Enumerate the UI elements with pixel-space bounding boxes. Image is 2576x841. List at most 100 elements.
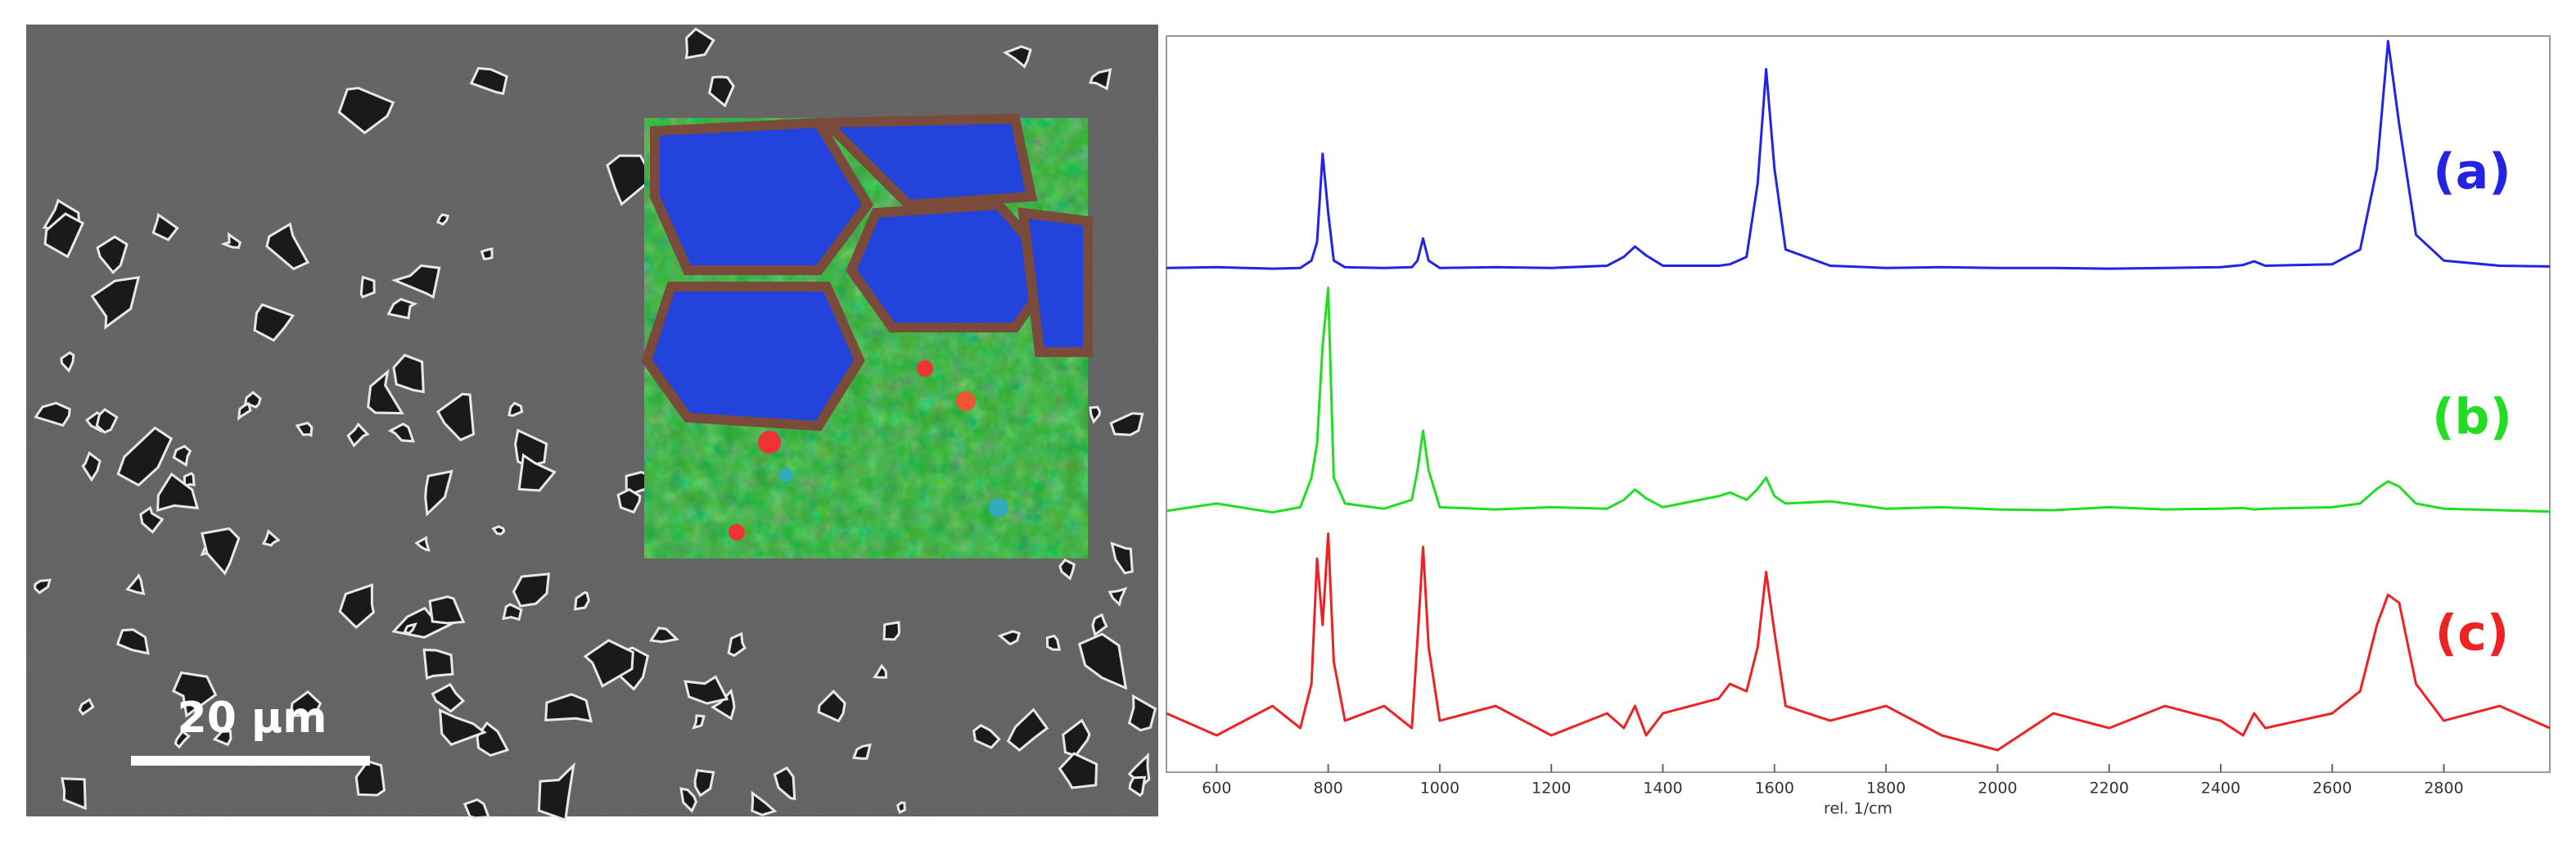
pore bbox=[480, 247, 494, 260]
pore bbox=[1108, 586, 1128, 607]
pore bbox=[711, 688, 736, 721]
pore bbox=[424, 469, 453, 517]
pore bbox=[873, 663, 888, 679]
pore bbox=[386, 297, 418, 320]
pore bbox=[414, 536, 431, 552]
pore bbox=[896, 801, 906, 815]
pore bbox=[648, 626, 679, 644]
pore bbox=[337, 86, 395, 135]
pore bbox=[573, 590, 590, 611]
pore bbox=[428, 595, 466, 625]
pore bbox=[1077, 632, 1128, 690]
pore bbox=[727, 631, 747, 658]
pore bbox=[817, 690, 846, 723]
pore bbox=[81, 450, 102, 482]
series-label: (c) bbox=[2435, 605, 2509, 662]
spectrum-line bbox=[1166, 39, 2551, 270]
pore bbox=[172, 445, 192, 468]
x-tick-label: 2600 bbox=[2312, 780, 2352, 798]
pore bbox=[491, 525, 506, 536]
x-tick-label: 1000 bbox=[1420, 780, 1459, 798]
pore bbox=[220, 232, 242, 249]
pore bbox=[346, 422, 370, 448]
pore bbox=[537, 762, 575, 822]
pore bbox=[237, 401, 252, 421]
pore bbox=[261, 529, 281, 547]
pore bbox=[972, 724, 1001, 749]
pore bbox=[151, 212, 179, 242]
pore bbox=[115, 628, 150, 655]
pore bbox=[253, 303, 295, 342]
pore bbox=[1089, 405, 1102, 424]
pore bbox=[693, 769, 715, 798]
pore bbox=[387, 422, 415, 443]
pore bbox=[201, 527, 241, 576]
x-axis-label: rel. 1/cm bbox=[1824, 800, 1893, 818]
pore bbox=[1045, 634, 1062, 651]
pore bbox=[606, 154, 655, 206]
x-tick-label: 1400 bbox=[1643, 780, 1682, 798]
pore bbox=[1091, 613, 1108, 637]
pore bbox=[431, 682, 466, 713]
pore bbox=[851, 743, 872, 760]
pore bbox=[544, 693, 593, 723]
spectrum-line bbox=[1166, 287, 2551, 514]
x-tick-label: 800 bbox=[1313, 780, 1342, 798]
pore bbox=[43, 212, 85, 259]
pore bbox=[1002, 45, 1032, 69]
pore bbox=[96, 235, 129, 274]
x-tick-label: 1800 bbox=[1866, 780, 1906, 798]
pore bbox=[1058, 752, 1099, 789]
pore bbox=[692, 714, 706, 730]
scale-bar-label: 20 µm bbox=[178, 694, 327, 743]
pore bbox=[1128, 775, 1147, 798]
pore bbox=[139, 505, 165, 534]
pore bbox=[60, 350, 75, 373]
pore bbox=[683, 675, 729, 705]
pore bbox=[34, 578, 52, 595]
pore bbox=[773, 766, 796, 801]
x-tick-label: 2200 bbox=[2089, 780, 2128, 798]
spectrum-line bbox=[1166, 532, 2551, 752]
pore bbox=[751, 790, 778, 816]
pore bbox=[171, 671, 218, 718]
pore bbox=[1109, 412, 1144, 436]
pore bbox=[684, 27, 715, 60]
pore bbox=[422, 649, 454, 680]
pore bbox=[403, 622, 417, 635]
pore bbox=[354, 759, 386, 797]
pore bbox=[1058, 558, 1076, 581]
series-label: (b) bbox=[2432, 388, 2512, 445]
pore bbox=[708, 75, 735, 108]
pore bbox=[1127, 694, 1157, 732]
pore bbox=[997, 630, 1022, 646]
scale-bar: 20 µm bbox=[131, 694, 370, 766]
pore bbox=[1006, 708, 1049, 753]
pore bbox=[174, 730, 192, 749]
x-tick-label: 600 bbox=[1202, 780, 1231, 798]
pore bbox=[34, 401, 71, 427]
x-tick-label: 1200 bbox=[1532, 780, 1571, 798]
pore bbox=[78, 698, 95, 717]
pore bbox=[116, 426, 174, 487]
pore bbox=[90, 275, 141, 330]
pore bbox=[183, 472, 196, 488]
pore bbox=[469, 66, 508, 96]
x-tick-label: 1600 bbox=[1755, 780, 1794, 798]
pore bbox=[338, 583, 376, 630]
pore bbox=[512, 572, 551, 608]
pore bbox=[616, 487, 642, 514]
pore bbox=[508, 401, 524, 418]
pore bbox=[583, 639, 634, 688]
pore bbox=[288, 690, 323, 717]
plot-frame bbox=[1166, 35, 2551, 773]
pore bbox=[436, 392, 476, 441]
pore bbox=[156, 472, 200, 513]
pore bbox=[95, 408, 119, 434]
raman-map bbox=[641, 113, 1093, 558]
pore bbox=[61, 777, 87, 811]
pore bbox=[438, 708, 487, 746]
pore bbox=[392, 353, 425, 394]
pore bbox=[125, 573, 146, 595]
